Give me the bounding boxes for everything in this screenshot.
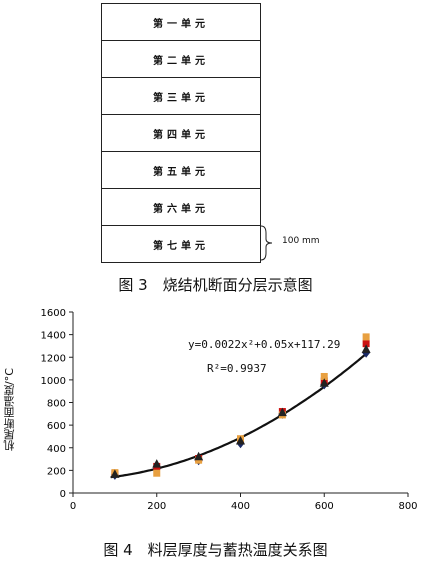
r-squared: R²=0.9937 [207, 362, 267, 375]
layer-4: 第四单元 [102, 115, 260, 152]
y-tick-label: 600 [47, 421, 66, 432]
y-tick-label: 800 [47, 399, 66, 410]
x-tick-label: 600 [315, 501, 334, 512]
layer-5: 第五单元 [102, 152, 260, 189]
data-point-series-4 [319, 378, 329, 387]
chart-marks [110, 333, 371, 480]
x-tick-label: 0 [70, 501, 76, 512]
x-tick-label: 800 [398, 501, 417, 512]
x-tick-label: 400 [231, 501, 250, 512]
data-point-series-2 [362, 340, 370, 348]
y-tick-label: 200 [47, 466, 66, 477]
data-point-series-3 [320, 372, 328, 380]
figure4-caption: 图 4 料层厚度与蓄热温度关系图 [103, 541, 328, 559]
chart-axes: 0 200 400 600 800 1000 1200 1400 1600 0 200 400 600 8… [41, 308, 418, 512]
data-point-series-4 [152, 459, 162, 468]
layer-1: 第一单元 [102, 4, 260, 41]
data-point-series-3 [362, 333, 370, 341]
layer-7: 第七单元 [102, 226, 260, 263]
data-point-series-4 [194, 451, 204, 461]
chart: 0 200 400 600 800 1000 1200 1400 1600 0 200 400 600 8… [41, 308, 418, 512]
brace-icon [260, 225, 273, 261]
y-tick-label: 1400 [41, 331, 66, 342]
y-tick-label: 0 [60, 489, 66, 500]
layer-3: 第三单元 [102, 78, 260, 115]
y-tick-label: 400 [47, 444, 66, 455]
y-tick-label: 1200 [41, 353, 66, 364]
x-tick-label: 200 [147, 501, 166, 512]
dimension-label: 100 mm [282, 236, 320, 246]
layer-2: 第二单元 [102, 41, 260, 78]
data-point-series-4 [277, 407, 287, 417]
data-point-series-4 [361, 344, 371, 353]
layer-6: 第六单元 [102, 189, 260, 226]
y-tick-label: 1000 [41, 376, 66, 387]
y-tick-label: 1600 [41, 308, 66, 319]
data-point-series-4 [236, 435, 245, 445]
regression-equation: y=0.0022x²+0.05x+117.29 [188, 338, 341, 351]
layer-stack: 第一单元 第二单元 第三单元 第四单元 第五单元 第六单元 第七单元 [101, 3, 261, 263]
figure3-caption: 图 3 烧结机断面分层示意图 [118, 276, 313, 294]
data-point-series-4 [110, 469, 120, 478]
data-point-series-3 [153, 469, 161, 477]
